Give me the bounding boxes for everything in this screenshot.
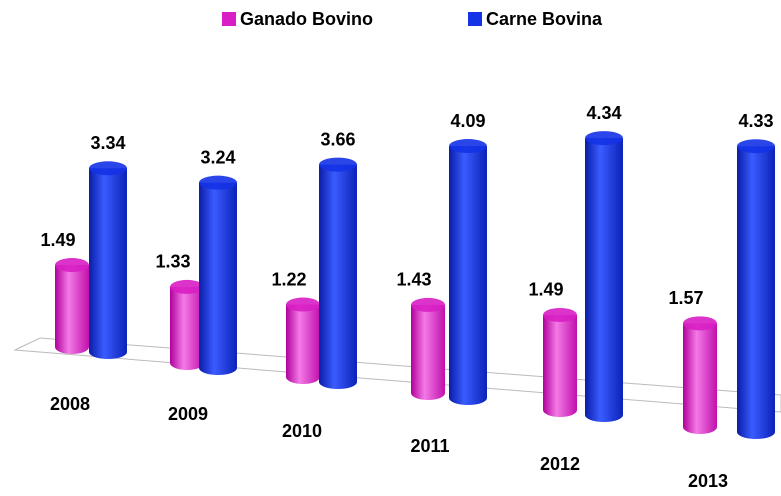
cylinder [585,131,623,422]
cylinder [199,175,237,375]
data-label: 3.34 [90,133,125,153]
x-tick-label: 2011 [410,436,449,456]
bar [543,314,577,417]
data-label: 1.49 [528,280,563,300]
bar [89,168,127,359]
data-label: 1.57 [668,288,703,308]
cylinder [319,157,357,389]
bar [411,304,445,400]
bar [585,138,623,422]
bar [737,146,775,439]
data-label: 1.22 [271,269,306,289]
cylinder [55,258,89,354]
legend-swatch [222,12,236,26]
bar [286,304,320,384]
bar [199,182,237,375]
cylinder [737,139,775,439]
cylinder-top [543,307,577,322]
x-tick-label: 2008 [50,394,90,414]
legend-label: Carne Bovina [486,9,603,29]
data-label: 4.09 [450,111,485,131]
data-label: 3.24 [200,147,235,167]
x-tick-label: 2013 [688,471,728,491]
bar [449,146,487,405]
floor [13,337,781,413]
data-label: 1.49 [40,230,75,250]
x-tick-label: 2010 [282,421,322,441]
data-label: 4.34 [586,103,621,123]
cylinder-top [449,139,487,154]
data-label: 1.43 [396,270,431,290]
cylinder-top [737,139,775,154]
cylinder-top [170,279,204,294]
bar [683,323,717,434]
cylinder [683,316,717,434]
cylinder-top [89,161,127,176]
cylinder-top [55,258,89,273]
cylinder-top [585,131,623,146]
cylinder [449,139,487,405]
cylinder-top [199,175,237,190]
legend-label: Ganado Bovino [240,9,373,29]
bar [170,286,204,370]
cylinder [89,161,127,359]
x-tick-label: 2012 [540,454,580,474]
legend-swatch [468,12,482,26]
cylinder [286,297,320,384]
x-tick-label: 2009 [168,404,208,424]
cylinder-top [411,297,445,312]
cylinder [411,297,445,400]
cylinder-top [683,316,717,331]
cylinder [170,279,204,370]
data-label: 4.33 [738,111,773,131]
bar [55,265,89,354]
cylinder [543,307,577,417]
bar [319,164,357,389]
cylinder-top [286,297,320,312]
cylinder-top [319,157,357,172]
data-label: 3.66 [320,129,355,149]
data-label: 1.33 [155,252,190,272]
